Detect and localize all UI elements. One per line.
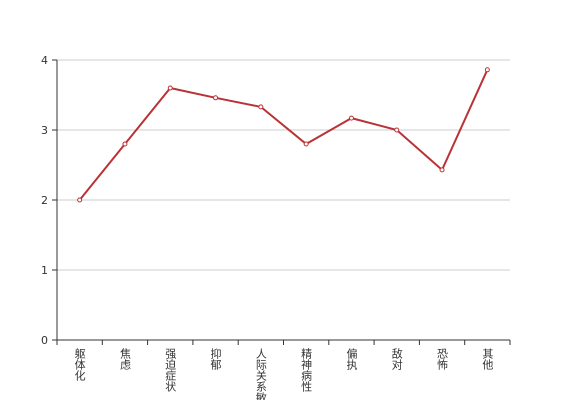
y-tick-label: 0: [41, 334, 48, 347]
point: [439, 167, 445, 173]
x-tick-label: 偏执: [345, 347, 358, 371]
y-tick-label: 2: [41, 194, 48, 207]
x-tick-label: 抑郁: [209, 347, 222, 370]
y-tick-label: 3: [41, 124, 48, 137]
point: [167, 85, 173, 91]
x-tick-label: 躯体化: [73, 348, 86, 382]
point: [348, 115, 354, 121]
point: [303, 141, 309, 147]
x-tick-label: 强迫症状: [164, 348, 177, 392]
x-tick-label: 其他: [481, 348, 494, 370]
point: [484, 67, 490, 73]
line: [78, 69, 489, 201]
y-tick-label: 1: [41, 264, 48, 277]
point: [213, 95, 219, 101]
point: [122, 141, 128, 147]
point: [394, 127, 400, 133]
x-tick-label: 人际关系敏感: [254, 348, 267, 400]
x-tick-label: 焦虑: [118, 348, 131, 370]
x-tick-label: 恐怖: [436, 348, 449, 370]
point: [77, 197, 83, 203]
point: [258, 104, 264, 110]
x-tick-label: 精神病性: [300, 348, 313, 393]
y-tick-label: 4: [41, 54, 48, 67]
x-tick-label: 敌对: [390, 347, 403, 370]
